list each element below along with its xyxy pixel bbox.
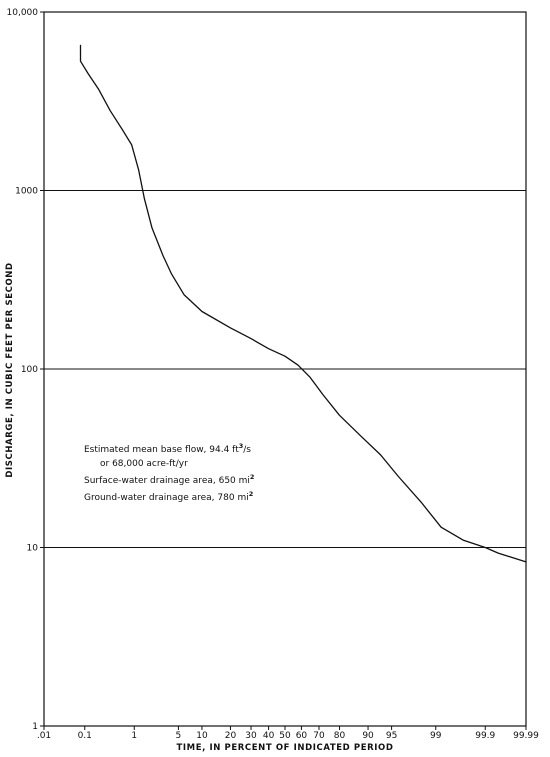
y-tick-label: 1: [32, 722, 38, 732]
x-tick-label: 30: [245, 731, 257, 741]
x-tick-label: 20: [225, 731, 237, 741]
y-tick-label: 10,000: [7, 8, 39, 18]
x-tick-label: 90: [362, 731, 374, 741]
y-tick-label: 1000: [15, 187, 38, 197]
y-ticks: 1 10 100 1000 10,000: [7, 8, 44, 732]
annotation-line: or 68,000 acre-ft/yr: [100, 459, 188, 469]
x-tick-label: 95: [386, 731, 397, 741]
y-tick-label: 100: [21, 365, 38, 375]
x-tick-label: 99.99: [513, 731, 539, 741]
annotation-block: Estimated mean base flow, 94.4 ft3/s or 6…: [84, 442, 254, 503]
y-tick-label: 10: [27, 544, 39, 554]
annotation-line: Estimated mean base flow, 94.4 ft3/s: [84, 442, 251, 455]
x-tick-label: 1: [131, 731, 137, 741]
x-tick-label: 70: [313, 731, 325, 741]
discharge-duration-curve: [79, 44, 527, 563]
x-tick-label: 0.1: [78, 731, 92, 741]
x-tick-label: 99.9: [475, 731, 495, 741]
x-tick-label: 10: [196, 731, 208, 741]
annotation-line: Ground-water drainage area, 780 mi2: [84, 490, 253, 503]
annotation-line: Surface-water drainage area, 650 mi2: [84, 473, 254, 486]
grid-layer: [44, 190, 526, 548]
y-axis-title: DISCHARGE, IN CUBIC FEET PER SECOND: [5, 262, 15, 477]
x-tick-label: 40: [263, 731, 275, 741]
x-tick-label: .01: [37, 731, 51, 741]
x-ticks: .01 0.1 1 5 10 20 30 40 50 60 70 80 90 95 99 99.9 99.99: [37, 726, 539, 741]
x-tick-label: 50: [279, 731, 291, 741]
x-tick-label: 80: [334, 731, 346, 741]
x-tick-label: 5: [176, 731, 182, 741]
x-tick-label: 60: [296, 731, 308, 741]
x-tick-label: 99: [430, 731, 442, 741]
x-axis-title: TIME, IN PERCENT OF INDICATED PERIOD: [176, 743, 393, 753]
